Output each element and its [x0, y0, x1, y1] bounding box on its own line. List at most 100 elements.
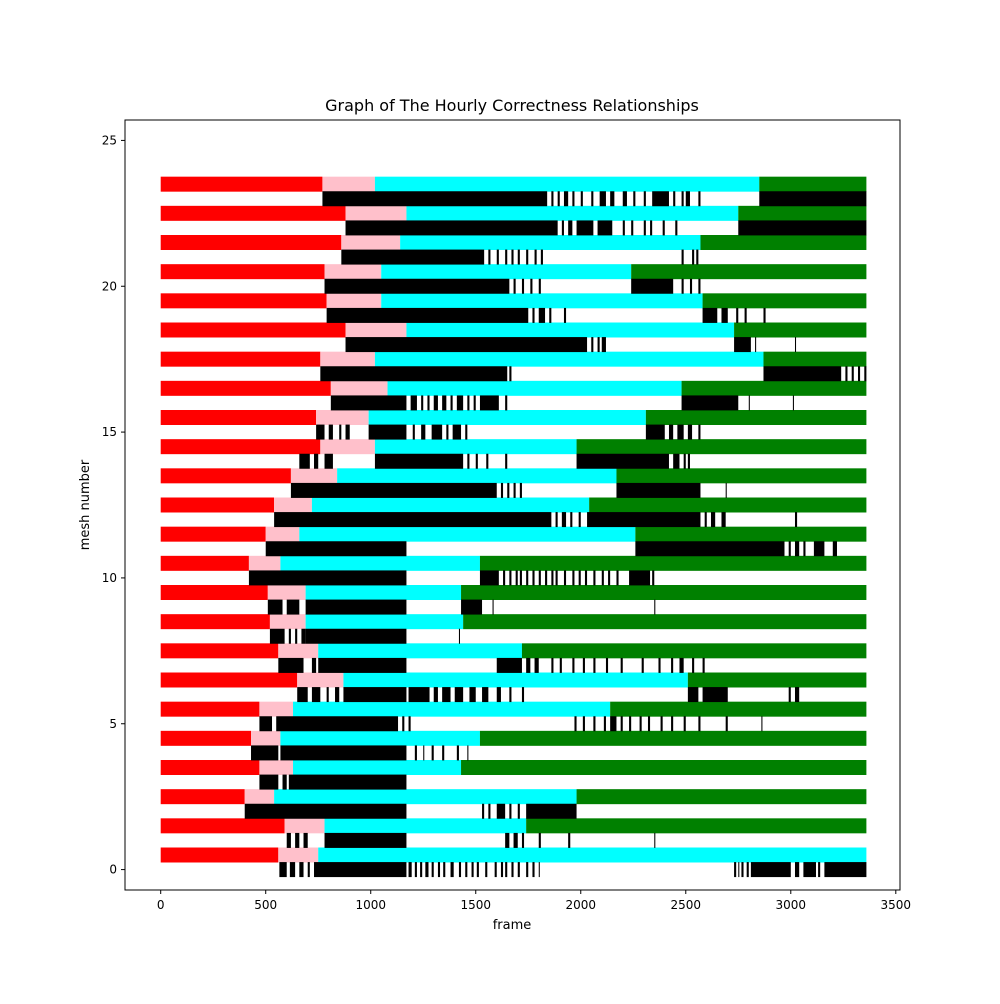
event-bar	[591, 337, 594, 353]
event-bar	[505, 395, 508, 411]
stage-bar-red	[160, 672, 298, 688]
event-bar	[488, 803, 491, 819]
stage-bar-green	[645, 410, 867, 425]
event-bar	[704, 512, 707, 528]
event-bar	[532, 862, 535, 878]
x-tick-label: 1000	[355, 898, 386, 912]
event-bar	[408, 862, 412, 878]
event-bar	[410, 395, 417, 411]
event-bar	[485, 862, 488, 878]
event-bar	[431, 424, 443, 440]
event-bar	[475, 453, 478, 469]
event-bar	[629, 570, 651, 586]
event-bar	[568, 832, 571, 848]
event-bar	[662, 220, 665, 236]
event-bar	[738, 862, 740, 878]
event-bar	[345, 424, 350, 440]
stage-bar-cyan	[368, 410, 646, 425]
event-bar	[677, 424, 684, 440]
y-tick-label: 10	[102, 571, 117, 585]
event-bar	[318, 657, 407, 673]
event-bar	[794, 862, 800, 878]
stage-bar-red	[160, 205, 346, 221]
event-bar	[851, 366, 854, 382]
stage-bar-cyan	[293, 701, 611, 717]
event-bar	[698, 191, 701, 207]
event-bar	[505, 453, 508, 469]
event-bar	[818, 862, 821, 878]
event-bar	[654, 599, 656, 615]
stage-bar-red	[160, 351, 321, 367]
event-bar	[314, 862, 407, 878]
event-bar	[610, 191, 615, 207]
stage-bar-pink	[251, 730, 281, 746]
event-bar	[710, 512, 716, 528]
event-bar	[471, 862, 474, 878]
event-bar	[526, 570, 529, 586]
event-bar	[580, 191, 583, 207]
event-bar	[681, 249, 684, 265]
stage-bar-red	[160, 526, 266, 542]
event-bar	[635, 541, 785, 557]
event-bar	[456, 395, 464, 411]
event-bar	[563, 570, 567, 586]
event-bar	[443, 862, 446, 878]
event-bar	[794, 541, 800, 557]
stage-bar-cyan	[400, 235, 701, 250]
stage-bar-cyan	[305, 614, 464, 630]
stage-bar-red	[160, 264, 325, 280]
event-bar	[427, 395, 430, 411]
stage-bar-pink	[330, 380, 388, 396]
event-bar	[555, 512, 558, 528]
event-bar	[734, 862, 737, 878]
stage-bar-green	[463, 614, 867, 630]
x-axis-label: frame	[493, 918, 532, 933]
x-tick-label: 500	[254, 898, 277, 912]
event-bar	[509, 366, 512, 382]
event-bar	[442, 745, 445, 761]
event-bar	[744, 307, 747, 323]
stage-bar-green	[461, 760, 867, 775]
event-bar	[673, 191, 676, 207]
event-bar	[414, 862, 417, 878]
stage-bar-red	[160, 468, 291, 484]
event-bar	[496, 249, 499, 265]
event-bar	[591, 191, 594, 207]
event-bar	[519, 570, 522, 586]
event-bar	[505, 832, 510, 848]
event-bar	[335, 687, 340, 703]
event-bar	[513, 482, 516, 498]
event-bar	[534, 249, 537, 265]
stage-bar-red	[160, 730, 252, 746]
event-bar	[671, 716, 674, 732]
event-bar	[788, 687, 791, 703]
event-bar	[521, 687, 525, 703]
stage-bar-cyan	[374, 176, 760, 192]
event-bar	[421, 424, 426, 440]
event-bar	[328, 424, 333, 440]
event-bar	[578, 512, 581, 528]
event-bar	[794, 512, 798, 528]
event-bar	[488, 249, 491, 265]
event-bar	[681, 278, 684, 294]
event-bar	[675, 220, 678, 236]
event-bar	[683, 453, 686, 469]
stage-bar-pink	[341, 235, 401, 250]
event-bar	[687, 453, 690, 469]
stage-bar-pink	[278, 643, 319, 659]
event-bar	[631, 278, 674, 294]
event-bar	[521, 832, 525, 848]
stage-bar-pink	[259, 701, 294, 717]
stage-bar-red	[160, 847, 279, 863]
x-tick-label: 1500	[460, 898, 491, 912]
stage-bar-red	[160, 585, 268, 600]
event-bar	[341, 249, 485, 265]
event-bar	[244, 803, 407, 819]
event-bar	[582, 657, 585, 673]
stage-bar-cyan	[374, 439, 577, 455]
stage-bar-pink	[259, 760, 294, 775]
event-bar	[278, 657, 304, 673]
stage-bar-pink	[320, 351, 375, 367]
event-bar	[725, 716, 728, 732]
